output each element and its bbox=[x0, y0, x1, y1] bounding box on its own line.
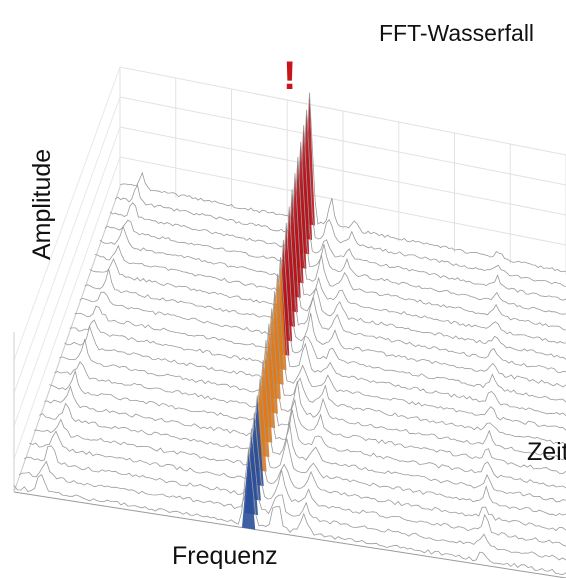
spectrum-slice bbox=[79, 222, 566, 388]
spectrum-slice bbox=[89, 189, 566, 360]
spectrum-slice bbox=[44, 339, 566, 489]
grid-line-back bbox=[119, 96, 566, 186]
spectrum-slice bbox=[59, 291, 566, 446]
grid-line-side bbox=[13, 126, 121, 427]
spectrum-slice bbox=[74, 239, 566, 403]
spectrum-slice bbox=[104, 141, 566, 315]
chart-title: FFT-Wasserfall bbox=[379, 20, 535, 46]
chart-grid bbox=[13, 66, 566, 578]
dominant-peak bbox=[241, 452, 256, 530]
spectrum-slice bbox=[64, 273, 566, 431]
grid-line-back bbox=[119, 66, 566, 156]
spectrum-slice bbox=[99, 156, 566, 331]
spectrum-slice bbox=[114, 109, 566, 287]
spectrum-slice bbox=[84, 206, 566, 374]
x-axis-label: Frequenz bbox=[172, 542, 278, 570]
grid-line-back bbox=[119, 126, 566, 216]
grid-line-side bbox=[13, 96, 121, 394]
spectrum-slice bbox=[119, 92, 566, 273]
spectrum-slice bbox=[94, 173, 566, 344]
grid-line-back bbox=[119, 156, 566, 246]
spectrum-slice bbox=[39, 359, 566, 503]
spectrum-slice bbox=[69, 257, 566, 417]
spectrum-slices bbox=[13, 92, 566, 576]
spectrum-slice bbox=[109, 125, 566, 301]
y-axis-label: Amplitude bbox=[28, 148, 56, 260]
grid-line-side bbox=[13, 156, 121, 460]
grid-line-side bbox=[13, 66, 121, 361]
time-axis-line bbox=[13, 186, 121, 493]
spectrum-slice bbox=[49, 323, 566, 474]
spectrum-slice bbox=[34, 378, 566, 517]
spectrum-slice bbox=[18, 428, 566, 561]
peak-annotation: ! bbox=[283, 54, 297, 98]
frequency-axis-line bbox=[13, 491, 566, 578]
z-axis-label: Zeit bbox=[527, 438, 566, 466]
spectrum-slice bbox=[28, 395, 566, 532]
spectrum-slice bbox=[13, 448, 566, 576]
spectrum-slice bbox=[54, 308, 566, 461]
spectrum-slice bbox=[23, 412, 566, 547]
